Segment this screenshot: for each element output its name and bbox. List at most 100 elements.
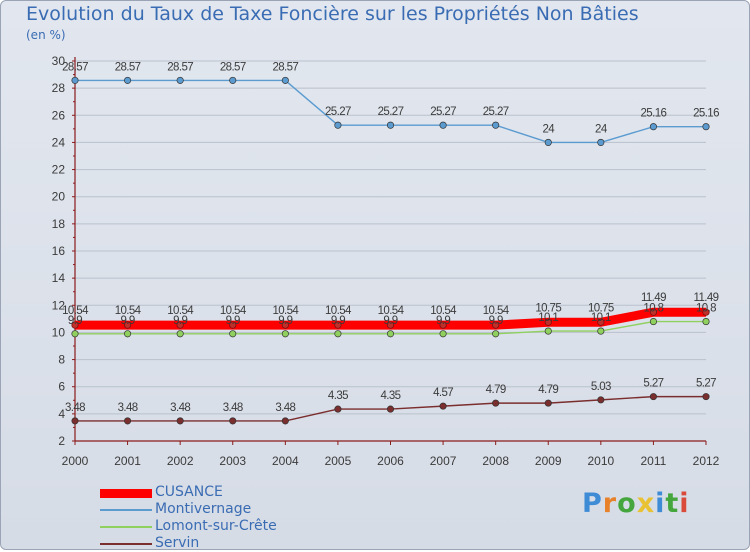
logo-letter: o xyxy=(617,488,637,519)
y-tick-label: 30 xyxy=(52,54,66,68)
x-tick-label: 2002 xyxy=(167,454,194,468)
data-label: 9.9 xyxy=(278,315,292,327)
y-tick-label: 24 xyxy=(52,135,66,149)
data-label: 10.54 xyxy=(62,305,89,317)
data-label: 3.48 xyxy=(223,402,243,414)
data-label: 28.57 xyxy=(220,61,246,73)
series-lines xyxy=(71,76,710,425)
x-tick-label: 2003 xyxy=(219,454,246,468)
data-label: 9.9 xyxy=(436,315,450,327)
data-label: 28.57 xyxy=(115,61,141,73)
data-label: 10.1 xyxy=(538,312,558,324)
data-label: 5.27 xyxy=(696,378,716,390)
data-point xyxy=(702,318,710,326)
data-point xyxy=(649,318,657,326)
x-tick-label: 2005 xyxy=(325,454,352,468)
data-point xyxy=(649,123,657,131)
data-label: 9.9 xyxy=(68,315,82,327)
data-label: 4.79 xyxy=(538,384,558,396)
x-tick-label: 2007 xyxy=(430,454,457,468)
data-label: 28.57 xyxy=(272,61,298,73)
data-label: 4.35 xyxy=(381,390,401,402)
data-label: 10.8 xyxy=(643,303,663,315)
logo-letter: i xyxy=(655,488,666,519)
data-label: 5.03 xyxy=(591,381,611,393)
data-label: 10.54 xyxy=(325,305,352,317)
data-point xyxy=(597,327,605,335)
data-labels: 10.54 10.54 10.54 10.54 10.54 10.54 10.54 10.54… xyxy=(62,61,720,414)
data-point xyxy=(176,321,184,329)
data-label: 9.9 xyxy=(226,315,240,327)
x-tick-label: 2010 xyxy=(587,454,614,468)
data-point xyxy=(597,138,605,146)
data-point xyxy=(544,327,552,335)
data-label: 9.9 xyxy=(489,315,503,327)
legend-label: Lomont-sur-Crête xyxy=(155,518,277,534)
data-point xyxy=(334,121,342,129)
data-label: 10.54 xyxy=(272,305,299,317)
data-label: 3.48 xyxy=(170,402,190,414)
y-tick-label: 28 xyxy=(52,81,66,95)
data-label: 10.54 xyxy=(430,305,457,317)
data-label: 25.16 xyxy=(693,108,719,120)
data-point xyxy=(492,121,500,129)
data-point xyxy=(229,330,237,338)
chart-title: Evolution du Taux de Taxe Foncière sur l… xyxy=(26,3,639,25)
data-point xyxy=(124,76,132,84)
data-label: 10.54 xyxy=(378,305,405,317)
logo-letter: x xyxy=(636,488,656,519)
legend-item: Servin xyxy=(100,535,400,552)
data-point xyxy=(124,417,132,425)
data-point xyxy=(71,76,79,84)
data-point xyxy=(71,330,79,338)
data-label: 10.8 xyxy=(696,303,716,315)
data-point xyxy=(492,330,500,338)
data-point xyxy=(544,138,552,146)
data-label: 25.27 xyxy=(325,106,351,118)
data-point xyxy=(281,417,289,425)
y-tick-label: 22 xyxy=(52,163,66,177)
data-point xyxy=(334,330,342,338)
data-point xyxy=(702,308,710,316)
x-tick-label: 2008 xyxy=(482,454,509,468)
data-point xyxy=(281,76,289,84)
data-point xyxy=(702,393,710,401)
data-label: 10.54 xyxy=(220,305,247,317)
logo-letter: r xyxy=(602,488,618,519)
logo-letter: i xyxy=(679,488,690,519)
x-tick-label: 2004 xyxy=(272,454,299,468)
data-point xyxy=(544,399,552,407)
data-label: 3.48 xyxy=(275,402,295,414)
y-tick-label: 2 xyxy=(58,434,65,448)
data-label: 10.54 xyxy=(115,305,142,317)
x-tick-label: 2012 xyxy=(693,454,720,468)
proxiti-logo: Proxiti xyxy=(582,488,690,519)
data-point xyxy=(492,321,500,329)
data-label: 4.79 xyxy=(486,384,506,396)
data-point xyxy=(229,417,237,425)
data-point xyxy=(281,330,289,338)
data-point xyxy=(386,121,395,129)
y-tick-label: 20 xyxy=(52,190,66,204)
y-tick-label: 6 xyxy=(58,380,65,394)
unit-label: (en %) xyxy=(26,28,66,42)
data-point xyxy=(649,393,657,401)
legend-label: Montivernage xyxy=(155,501,252,517)
data-point xyxy=(386,321,395,329)
data-label: 3.48 xyxy=(65,402,85,414)
legend-item: CUSANCE xyxy=(100,484,400,501)
y-tick-label: 14 xyxy=(52,271,66,285)
x-tick-label: 2000 xyxy=(62,454,89,468)
data-label: 10.75 xyxy=(535,302,561,314)
y-tick-label: 12 xyxy=(52,298,66,312)
legend-swatch xyxy=(100,509,152,511)
y-tick-label: 18 xyxy=(52,217,66,231)
data-point xyxy=(124,330,132,338)
data-point xyxy=(229,76,237,84)
data-label: 28.57 xyxy=(167,61,193,73)
data-label: 24 xyxy=(595,123,608,135)
y-tick-label: 10 xyxy=(52,325,66,339)
data-label: 4.57 xyxy=(433,387,453,399)
